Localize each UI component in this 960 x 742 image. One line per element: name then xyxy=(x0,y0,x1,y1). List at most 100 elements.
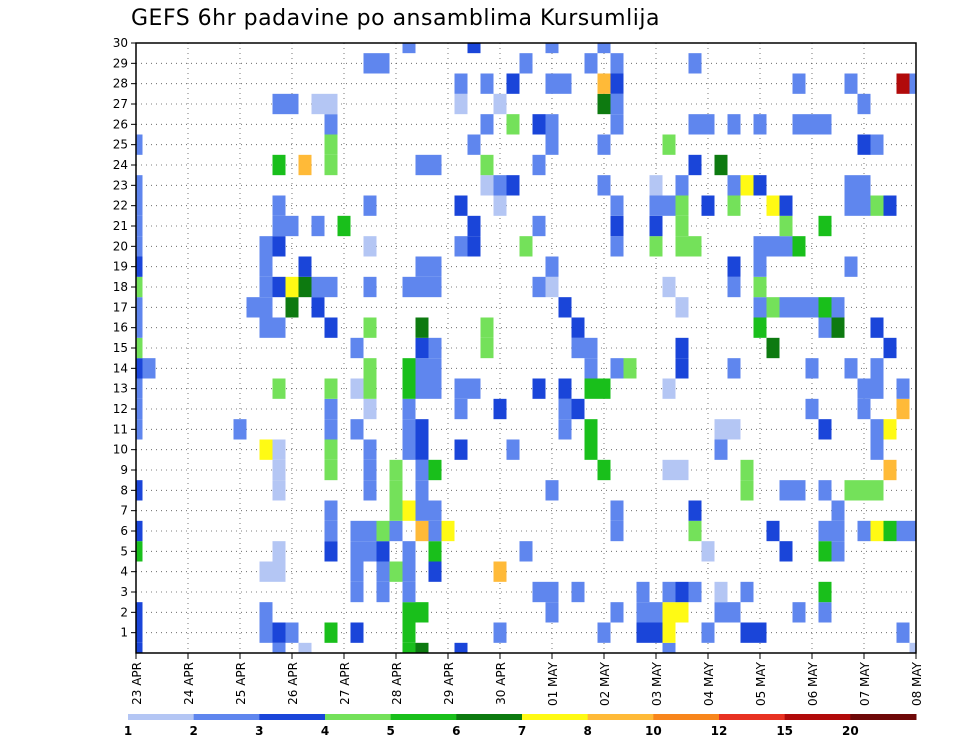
heatmap-cell xyxy=(805,297,819,318)
y-tick-label: 11 xyxy=(113,422,128,436)
heatmap-cell xyxy=(402,378,416,399)
heatmap-cell xyxy=(532,276,546,298)
heatmap-cell xyxy=(363,317,377,338)
heatmap-cell xyxy=(571,398,585,420)
heatmap-cell xyxy=(402,358,416,379)
heatmap-cell xyxy=(350,561,364,582)
heatmap-cell xyxy=(610,358,624,379)
heatmap-cell xyxy=(324,459,338,481)
heatmap-cell xyxy=(818,602,832,623)
heatmap-cell xyxy=(779,236,793,257)
heatmap-cell xyxy=(571,317,585,338)
heatmap-cell xyxy=(376,561,390,582)
colorbar-swatch xyxy=(587,714,654,720)
colorbar-label: 20 xyxy=(842,724,859,738)
heatmap-cell xyxy=(779,480,793,501)
heatmap-cell xyxy=(350,337,364,359)
heatmap-cell xyxy=(415,378,429,399)
x-tick-label: 29 APR xyxy=(442,662,456,705)
heatmap-cell xyxy=(714,419,728,440)
heatmap-cell xyxy=(857,175,871,196)
heatmap-cell xyxy=(714,439,728,460)
heatmap-cell xyxy=(727,602,741,623)
heatmap-cell xyxy=(857,134,871,155)
heatmap-cell xyxy=(272,642,286,653)
heatmap-cell xyxy=(415,337,429,359)
heatmap-cell xyxy=(675,215,689,237)
heatmap-cell xyxy=(415,480,429,501)
heatmap-cell xyxy=(415,358,429,379)
heatmap-cell xyxy=(136,520,143,542)
heatmap-cell xyxy=(259,297,273,318)
heatmap-cell xyxy=(779,541,793,562)
heatmap-cell xyxy=(428,276,442,298)
heatmap-cell xyxy=(753,622,767,643)
heatmap-cell xyxy=(376,53,390,74)
heatmap-cell xyxy=(428,500,442,521)
heatmap-cell xyxy=(428,561,442,582)
heatmap-cell xyxy=(376,581,390,603)
heatmap-cell xyxy=(727,256,741,277)
heatmap-cell xyxy=(324,378,338,399)
heatmap-cell xyxy=(454,378,468,399)
heatmap-cell xyxy=(675,459,689,481)
colorbar-label: 15 xyxy=(776,724,793,738)
heatmap-cell xyxy=(649,236,663,257)
heatmap-cell xyxy=(428,459,442,481)
heatmap-cell xyxy=(870,520,884,542)
x-tick-label: 25 APR xyxy=(234,662,248,705)
heatmap-cell xyxy=(727,358,741,379)
heatmap-cell xyxy=(662,622,676,643)
heatmap-cell xyxy=(597,93,611,115)
heatmap-cell xyxy=(415,439,429,460)
chart-title: GEFS 6hr padavine po ansamblima Kursumli… xyxy=(131,6,660,31)
heatmap-cell xyxy=(740,175,754,196)
heatmap-cell xyxy=(844,175,858,196)
heatmap-cell xyxy=(363,195,377,216)
colorbar-swatch xyxy=(128,714,195,720)
heatmap-cell xyxy=(779,297,793,318)
heatmap-cell xyxy=(136,602,143,623)
heatmap-cell xyxy=(805,398,819,420)
heatmap-cell xyxy=(675,337,689,359)
heatmap-cell xyxy=(662,602,676,623)
heatmap-cell xyxy=(285,93,299,115)
heatmap-cell xyxy=(714,602,728,623)
x-tick-label: 01 MAY xyxy=(546,661,560,706)
heatmap-cell xyxy=(428,256,442,277)
heatmap-cell xyxy=(584,378,598,399)
y-tick-label: 28 xyxy=(113,77,128,91)
heatmap-cell xyxy=(545,134,559,155)
heatmap-cell xyxy=(610,53,624,74)
heatmap-cell xyxy=(909,73,916,94)
heatmap-cell xyxy=(857,480,871,501)
heatmap-cell xyxy=(844,358,858,379)
heatmap-cell xyxy=(402,541,416,562)
heatmap-cell xyxy=(662,378,676,399)
heatmap-cell xyxy=(454,642,468,653)
heatmap-cell xyxy=(136,378,143,399)
heatmap-cell xyxy=(136,236,143,257)
heatmap-cell xyxy=(493,195,507,216)
heatmap-cell xyxy=(844,73,858,94)
heatmap-cell xyxy=(136,337,143,359)
heatmap-cell xyxy=(818,480,832,501)
heatmap-cell xyxy=(246,297,260,318)
heatmap-cell xyxy=(428,154,442,176)
x-tick-label: 02 MAY xyxy=(598,661,612,706)
heatmap-cell xyxy=(714,581,728,603)
heatmap-cell xyxy=(415,602,429,623)
heatmap-cell xyxy=(415,642,429,653)
colorbar-swatch xyxy=(193,714,260,720)
heatmap-cell xyxy=(597,43,611,54)
heatmap-cell xyxy=(857,520,871,542)
heatmap-cell xyxy=(545,73,559,94)
heatmap-cell xyxy=(402,602,416,623)
heatmap-cell xyxy=(545,276,559,298)
heatmap-cell xyxy=(376,541,390,562)
heatmap-cell xyxy=(363,53,377,74)
heatmap-cell xyxy=(753,114,767,135)
heatmap-cell xyxy=(402,622,416,643)
y-tick-label: 3 xyxy=(120,585,128,599)
colorbar: 1 2 3 4 5 6 7 8 10 12 15 20 xyxy=(124,714,917,738)
